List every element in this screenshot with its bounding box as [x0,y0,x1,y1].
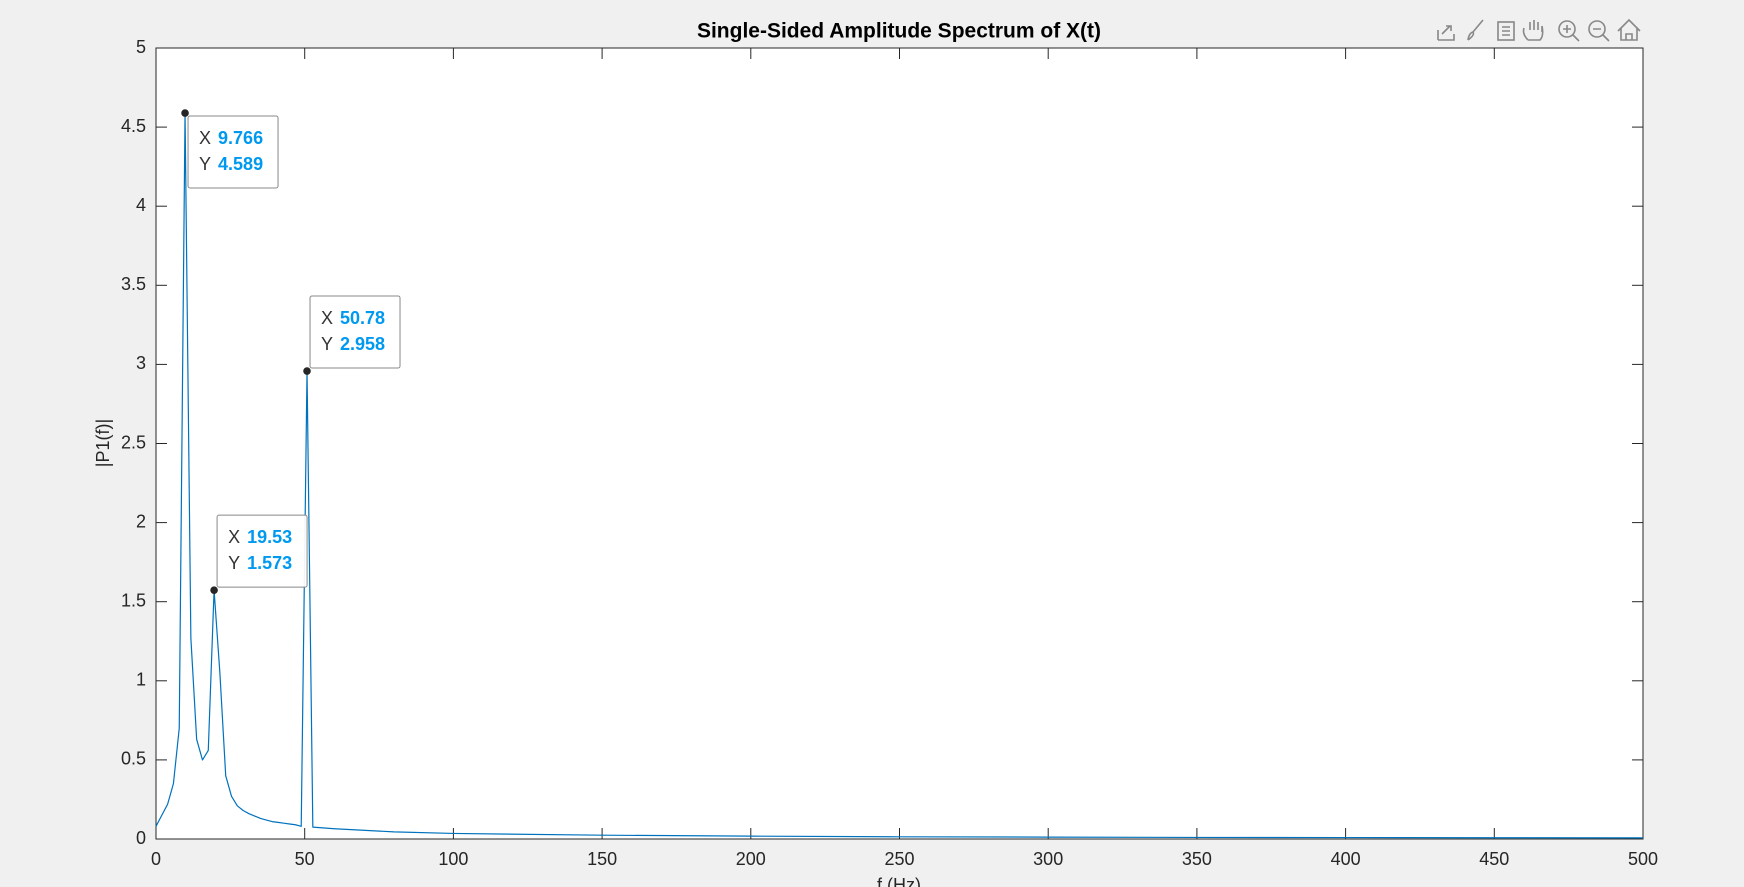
zoom-in-button[interactable] [1558,20,1580,42]
y-tick-label: 1.5 [121,590,146,610]
datatip-marker [303,367,311,375]
datatip-y-value: 1.573 [247,553,292,573]
datatip-y-value: 4.589 [218,154,263,174]
datatip-x-label: X [199,128,211,148]
y-tick-label: 0.5 [121,749,146,769]
datatip-x-value: 9.766 [218,128,263,148]
y-tick-label: 5 [136,37,146,57]
home-button[interactable] [1617,18,1641,41]
x-tick-label: 150 [587,849,617,869]
datatip: X 9.766 Y 4.589 [181,109,279,189]
x-tick-label: 50 [295,849,315,869]
datatip-box [187,115,279,189]
toolbar [1437,18,1641,42]
y-tick-label: 1 [136,670,146,690]
brush-button[interactable] [1467,19,1484,41]
zoom-out-button[interactable] [1588,20,1610,42]
chart-title: Single-Sided Amplitude Spectrum of X(t) [697,20,1101,43]
y-tick-label: 4.5 [121,116,146,136]
x-tick-label: 250 [884,849,914,869]
datatip-x-label: X [228,527,240,547]
y-tick-label: 0 [136,828,146,848]
datatip-x-label: X [321,308,333,328]
x-tick-label: 450 [1479,849,1509,869]
x-tick-label: 100 [438,849,468,869]
y-tick-label: 3 [136,353,146,373]
spectrum-line [155,112,1644,839]
y-tick-label: 3.5 [121,274,146,294]
datatip-y-label: Y [321,334,333,354]
datatip: X 19.53 Y 1.573 [210,514,308,594]
x-tick-label: 500 [1628,849,1658,869]
datatip-y-value: 2.958 [340,334,385,354]
x-tick-label: 200 [736,849,766,869]
pan-button[interactable] [1522,20,1544,41]
x-tick-label: 350 [1182,849,1212,869]
datatip-y-label: Y [199,154,211,174]
x-tick-label: 300 [1033,849,1063,869]
x-tick-label: 400 [1331,849,1361,869]
y-axis-label: |P1(f)| [93,419,113,467]
datatip-x-value: 50.78 [340,308,385,328]
y-tick-label: 2.5 [121,432,146,452]
export-button[interactable] [1437,25,1455,41]
datatip: X 50.78 Y 2.958 [303,295,401,375]
datatip-x-value: 19.53 [247,527,292,547]
x-tick-label: 0 [151,849,161,869]
datatip-marker [210,586,218,594]
axes-background [156,48,1643,839]
datatip-marker [181,109,189,117]
y-tick-label: 2 [136,511,146,531]
datatip-y-label: Y [228,553,240,573]
datatip-box [216,514,308,588]
x-axis-label: f (Hz) [877,875,921,887]
axes-box [155,47,1644,840]
y-tick-label: 4 [136,195,146,215]
datatip-button[interactable] [1497,21,1515,41]
datatip-box [309,295,401,369]
